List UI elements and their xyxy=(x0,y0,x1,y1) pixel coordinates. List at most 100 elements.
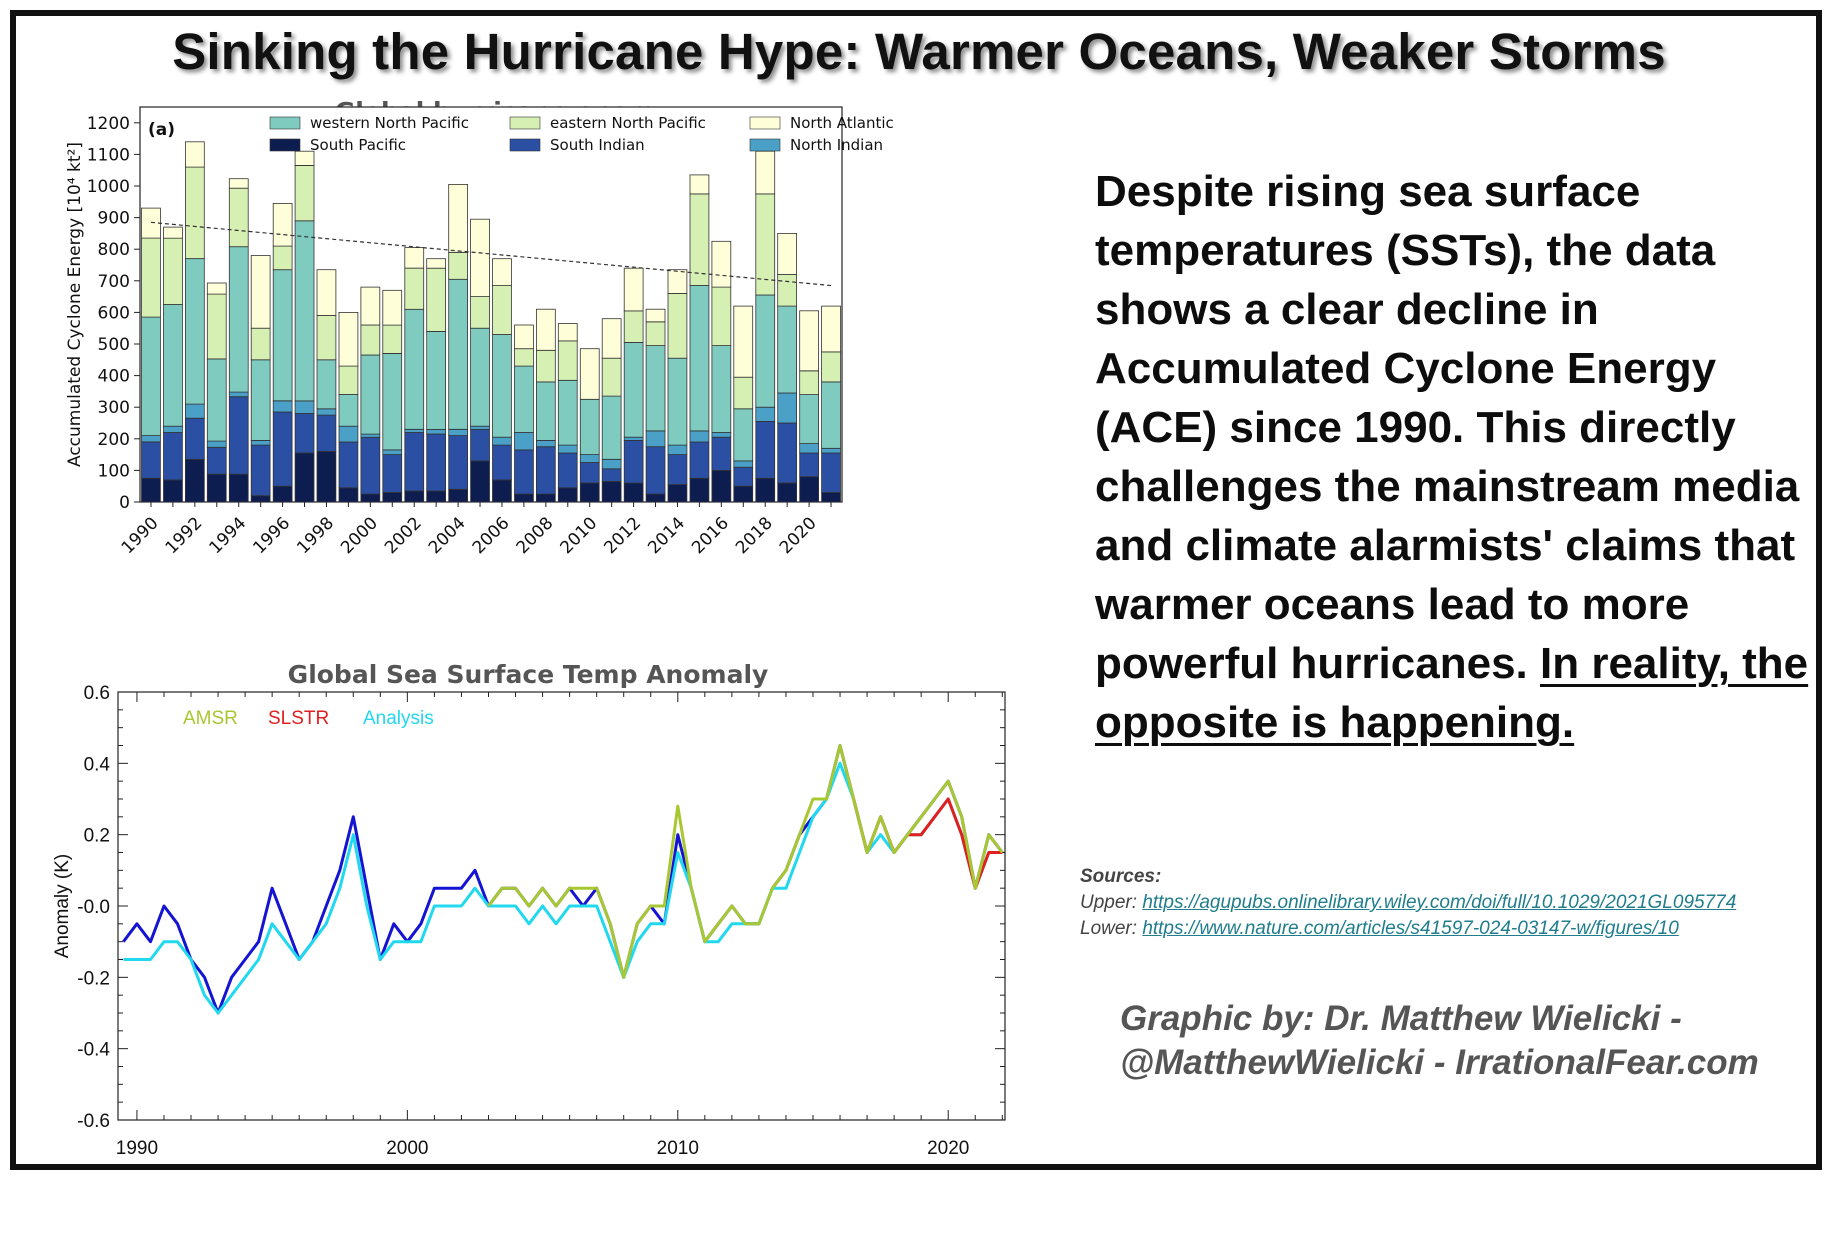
bar-segment xyxy=(514,432,534,451)
bar-segment xyxy=(821,351,841,383)
bar-segment xyxy=(163,237,183,305)
bar-segment xyxy=(623,267,644,312)
bar-segment xyxy=(294,413,315,454)
bar-segment xyxy=(404,267,425,310)
bar-segment xyxy=(667,292,688,359)
bar-segment xyxy=(382,289,403,326)
bar-segment xyxy=(163,479,183,503)
bar-segment xyxy=(184,141,205,168)
bar-segment xyxy=(579,462,600,484)
bar-segment xyxy=(755,150,776,195)
bar-segment xyxy=(601,481,622,503)
x-tick-label: 2014 xyxy=(644,513,689,558)
bar-segment xyxy=(689,285,710,432)
legend-label: South Pacific xyxy=(310,136,406,154)
bar-segment xyxy=(601,468,622,482)
bar-segment xyxy=(448,251,469,280)
bar-segment xyxy=(316,414,337,452)
bar-segment xyxy=(426,433,447,492)
bar-segment xyxy=(689,193,710,286)
bar-segment xyxy=(272,269,293,402)
bar-segment xyxy=(426,490,447,503)
bar-segment xyxy=(733,466,754,487)
bar-segment xyxy=(163,304,183,427)
source-lower-link[interactable]: https://www.nature.com/articles/s41597-0… xyxy=(1142,918,1679,939)
bar-segment xyxy=(404,428,425,433)
bar-segment xyxy=(667,484,688,503)
bar-segment xyxy=(557,452,578,489)
y-axis-label: Anomaly (K) xyxy=(52,854,73,959)
bar-segment xyxy=(579,348,600,400)
bar-segment xyxy=(360,433,381,438)
bar-segment xyxy=(557,340,578,381)
bar-segment xyxy=(821,381,841,449)
bar-segment xyxy=(360,324,381,356)
bar-segment xyxy=(206,446,227,475)
bar-segment xyxy=(777,422,798,484)
bar-segment xyxy=(250,439,271,446)
y-tick-label: 200 xyxy=(98,430,130,450)
trend-line xyxy=(150,221,832,287)
bar-segment xyxy=(272,411,293,487)
bar-segment xyxy=(711,240,732,288)
y-tick-label: -0.4 xyxy=(77,1040,110,1061)
source-upper-link[interactable]: https://agupubs.onlinelibrary.wiley.com/… xyxy=(1142,892,1737,913)
bar-segment xyxy=(623,436,644,441)
bar-segment xyxy=(228,396,249,475)
bar-segment xyxy=(338,441,359,489)
y-axis-label: Accumulated Cyclone Energy [10⁴ kt²] xyxy=(65,142,85,467)
bar-segment xyxy=(338,365,359,395)
source-lower: Lower: https://www.nature.com/articles/s… xyxy=(1080,916,1820,942)
bar-segment xyxy=(799,370,820,395)
bar-segment xyxy=(294,150,315,166)
bar-segment xyxy=(579,454,600,463)
bar-segment xyxy=(492,285,512,335)
bar-segment xyxy=(163,226,183,239)
legend-label: SLSTR xyxy=(268,708,329,729)
bar-segment xyxy=(514,449,534,495)
bar-segment xyxy=(799,476,820,503)
y-tick-label: 300 xyxy=(98,398,130,418)
bar-segment xyxy=(711,432,732,438)
bar-segment xyxy=(294,452,315,503)
legend-swatch xyxy=(269,138,301,152)
x-tick-label: 2004 xyxy=(425,513,470,558)
bar-segment xyxy=(206,473,227,503)
bar-segment xyxy=(689,441,710,479)
bar-segment xyxy=(733,305,754,378)
x-tick-label: 1998 xyxy=(293,513,338,558)
bar-segment xyxy=(382,324,403,354)
x-tick-label: 2002 xyxy=(381,513,426,558)
bar-segment xyxy=(623,341,644,438)
bar-segment xyxy=(557,323,578,342)
bar-segment xyxy=(294,220,315,402)
bar-segment xyxy=(228,246,249,393)
bar-segment xyxy=(689,430,710,443)
y-tick-label: 1000 xyxy=(87,177,130,197)
bar-segment xyxy=(360,286,381,326)
bar-segment xyxy=(755,477,776,503)
page-title: Sinking the Hurricane Hype: Warmer Ocean… xyxy=(172,23,1666,80)
y-tick-label: 0 xyxy=(119,493,130,513)
y-tick-label: 0.6 xyxy=(84,683,110,704)
bar-segment xyxy=(141,441,161,479)
bar-segment xyxy=(448,428,469,436)
bar-segment xyxy=(316,269,337,316)
x-tick-label: 2018 xyxy=(732,513,777,558)
legend-label: South Indian xyxy=(550,136,645,154)
x-tick-label: 1992 xyxy=(162,513,207,558)
credit-line-1: Graphic by: Dr. Matthew Wielicki - xyxy=(1120,999,1682,1038)
sst-line-chart: Global Sea Surface Temp Anomaly -0.6 -0.4… xyxy=(52,660,1006,1159)
bar-segment xyxy=(755,406,776,422)
bar-segment xyxy=(470,296,490,329)
x-tick-label: 2006 xyxy=(469,513,514,558)
bar-segment xyxy=(294,165,315,222)
bar-segment xyxy=(557,487,578,503)
bar-segment xyxy=(579,482,600,503)
bar-segment xyxy=(535,349,556,383)
legend-label: western North Pacific xyxy=(310,114,469,132)
bar-segment xyxy=(470,327,490,427)
sources: Sources: Upper: https://agupubs.onlineli… xyxy=(1080,864,1820,942)
bar-segment xyxy=(470,428,490,462)
bar-segment xyxy=(667,454,688,486)
